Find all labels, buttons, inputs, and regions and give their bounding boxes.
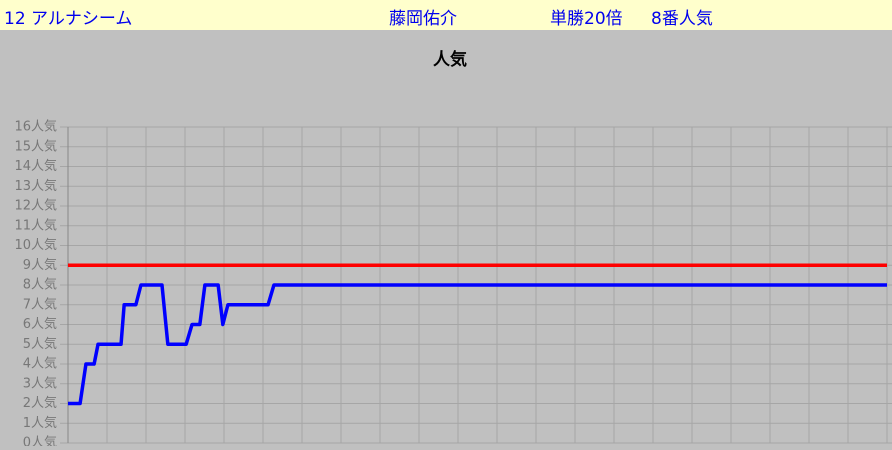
y-tick-label: 13人気: [14, 178, 57, 194]
y-tick-label: 15人気: [14, 138, 57, 154]
y-tick-label: 0人気: [23, 435, 57, 447]
header-bar: 12 アルナシーム 藤岡佑介 単勝20倍 8番人気: [0, 0, 892, 30]
y-tick-label: 14人気: [14, 158, 57, 174]
y-tick-label: 16人気: [14, 119, 57, 135]
odds: 単勝20倍: [550, 9, 623, 29]
y-tick-label: 9人気: [23, 257, 57, 273]
y-tick-label: 1人気: [23, 415, 57, 431]
y-tick-label: 12人気: [14, 198, 57, 214]
y-tick-label: 11人気: [14, 217, 57, 233]
y-tick-label: 3人気: [23, 375, 57, 391]
y-tick-label: 6人気: [23, 316, 57, 332]
y-tick-label: 10人気: [14, 237, 57, 253]
y-tick-label: 4人気: [23, 356, 57, 372]
popularity: 8番人気: [651, 9, 713, 29]
chart: 人気 0人気 1人気 2人気 3人気 4人気 5人気 6人気 7人気 8人気 9人気 10人気 11人…: [14, 49, 892, 450]
chart-title: 人気: [433, 49, 467, 70]
y-tick-label: 7人気: [23, 296, 57, 312]
jockey: 藤岡佑介: [389, 9, 457, 29]
y-tick-label: 8人気: [23, 277, 57, 293]
y-tick-label: 2人気: [23, 395, 57, 411]
series-line: [68, 283, 887, 406]
y-tick-label: 5人気: [23, 336, 57, 352]
horse-name: 12 アルナシーム: [4, 9, 133, 29]
